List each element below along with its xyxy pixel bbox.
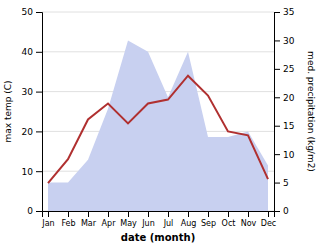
tick-label: 20 — [22, 127, 34, 137]
tick-label: 25 — [283, 64, 294, 74]
tick-mark — [274, 183, 280, 184]
tick-mark — [274, 69, 280, 70]
x-axis: Jan Feb Mar AprMay Jun Jul Aug Sep Oct Nov Dec — [41, 211, 276, 228]
tick-mark — [268, 211, 269, 217]
tick-mark — [88, 211, 89, 217]
tick-label: Sep — [201, 219, 216, 228]
tick-label: 10 — [22, 167, 34, 177]
tick-mark — [36, 211, 42, 212]
tick-mark — [248, 211, 249, 217]
tick-mark — [274, 211, 280, 212]
tick: 35 — [274, 7, 294, 17]
tick-label: 15 — [283, 121, 294, 131]
tick-label: Mar — [81, 219, 97, 228]
tick-mark — [274, 40, 280, 41]
temperature-line — [48, 76, 268, 183]
tick-mark — [48, 211, 49, 217]
tick: 10 — [22, 167, 42, 177]
tick: Feb — [61, 211, 75, 228]
tick-mark — [36, 92, 42, 93]
tick-label: 0 — [283, 206, 289, 216]
tick: 0 — [27, 206, 42, 216]
tick: 30 — [274, 36, 295, 46]
tick-mark — [36, 52, 42, 53]
tick-label: 30 — [22, 87, 34, 97]
tick: 20 — [22, 127, 42, 137]
y2-axis: 0 5 10 15 20 25 30 35 — [274, 7, 295, 216]
grid — [42, 12, 274, 211]
tick: Apr — [102, 211, 117, 228]
tick-label: 30 — [283, 36, 295, 46]
tick: Dec — [261, 211, 276, 228]
y-axis-title: max temp (C) — [3, 80, 13, 142]
axis-line — [275, 13, 281, 212]
tick: Oct — [222, 211, 236, 228]
tick-mark — [68, 211, 69, 217]
axis-line — [36, 13, 43, 212]
tick-mark — [168, 211, 169, 217]
tick: Jan — [41, 211, 54, 228]
tick: 20 — [274, 93, 295, 103]
tick-mark — [148, 211, 149, 217]
plot: Jan Feb Mar AprMay Jun Jul Aug Sep Oct Nov Dec 0 10 2… — [22, 7, 295, 227]
tick-mark — [274, 12, 280, 13]
tick-label: 20 — [283, 93, 295, 103]
y-axis: 0 10 20 30 40 50 — [22, 7, 43, 216]
tick-mark — [228, 211, 229, 217]
tick-label: Feb — [61, 219, 75, 228]
tick-mark — [108, 211, 109, 217]
tick-label: Apr — [102, 219, 117, 228]
tick: Sep — [201, 211, 216, 228]
tick-label: 10 — [283, 150, 295, 160]
tick: 30 — [22, 87, 42, 97]
tick-label: 40 — [22, 47, 34, 57]
tick: Jul — [163, 211, 174, 228]
tick-mark — [128, 211, 129, 217]
tick-mark — [274, 154, 280, 155]
tick: May — [120, 211, 137, 228]
tick-label: Jul — [163, 219, 174, 228]
tick-label: Nov — [241, 219, 257, 228]
tick-label: 5 — [283, 178, 289, 188]
tick: Aug — [181, 211, 197, 228]
tick: 50 — [22, 7, 42, 17]
tick-mark — [274, 97, 280, 98]
tick-mark — [36, 12, 42, 13]
tick-label: Jun — [141, 219, 155, 228]
tick-label: Jan — [41, 219, 54, 228]
tick: Jun — [141, 211, 155, 228]
tick-label: Aug — [181, 219, 197, 228]
tick: 5 — [274, 178, 289, 188]
tick-mark — [36, 171, 42, 172]
y2-axis-title: med. precipitation (kg/m2) — [306, 51, 316, 172]
axis-line — [43, 212, 275, 218]
tick-label: 0 — [27, 206, 33, 216]
chart: Jan Feb Mar AprMay Jun Jul Aug Sep Oct Nov Dec 0 10 2… — [0, 0, 318, 247]
tick-label: Oct — [222, 219, 236, 228]
precipitation-area — [48, 40, 268, 211]
grid-line — [42, 51, 274, 52]
tick-mark — [274, 126, 280, 127]
tick-mark — [208, 211, 209, 217]
marks — [48, 40, 268, 211]
tick: Mar — [81, 211, 97, 228]
tick: 25 — [274, 64, 294, 74]
tick: 10 — [274, 150, 295, 160]
tick: 0 — [274, 206, 289, 216]
x-axis-title: date (month) — [121, 232, 195, 243]
tick-label: Dec — [261, 219, 276, 228]
tick-label: 50 — [22, 7, 34, 17]
tick-mark — [188, 211, 189, 217]
grid-line — [42, 12, 274, 13]
tick: 40 — [22, 47, 42, 57]
tick-mark — [36, 131, 42, 132]
tick: Nov — [241, 211, 257, 228]
tick-label: May — [120, 219, 137, 228]
tick-label: 35 — [283, 7, 294, 17]
tick: 15 — [274, 121, 294, 131]
